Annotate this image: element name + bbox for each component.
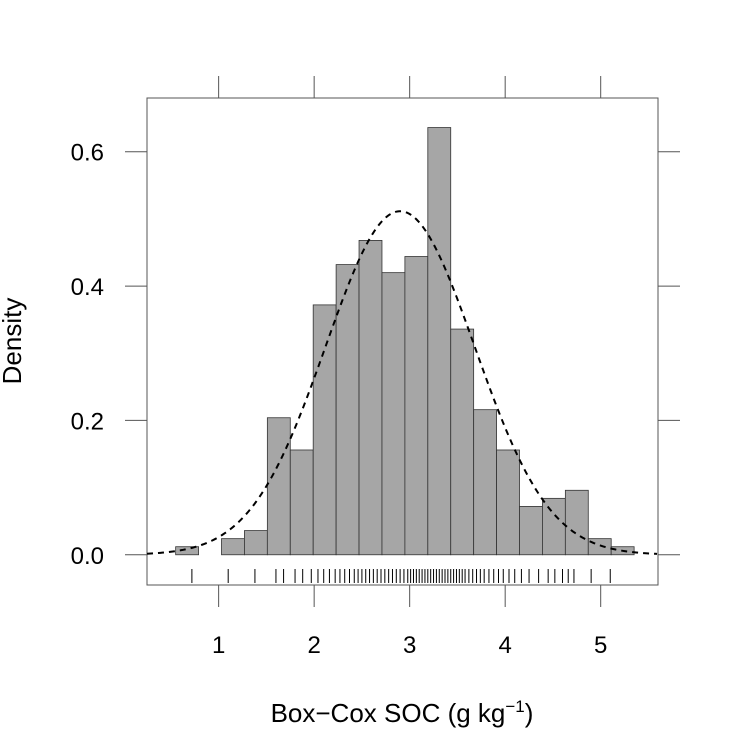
x-axis-label-main: Box−Cox SOC (g kg xyxy=(271,698,506,728)
normal-density-curve xyxy=(146,210,658,555)
histogram-bar-0 xyxy=(175,546,199,556)
rug-marks xyxy=(191,569,611,583)
histogram-bar-8 xyxy=(358,240,383,556)
x-tick-label-3: 4 xyxy=(498,632,511,659)
histogram-bar-9 xyxy=(381,272,406,556)
x-tick-label-4: 5 xyxy=(594,632,607,659)
x-tick-label-2: 3 xyxy=(403,632,416,659)
x-tick-label-1: 2 xyxy=(307,632,320,659)
histogram-bar-10 xyxy=(404,256,429,556)
histogram-bar-4 xyxy=(266,417,291,556)
plot-frame xyxy=(146,97,659,586)
x-tick-label-0: 1 xyxy=(212,632,225,659)
histogram-bars xyxy=(175,127,635,556)
histogram-bar-16 xyxy=(542,497,566,556)
x-axis-label: Box−Cox SOC (g kg−1) xyxy=(271,697,534,728)
x-axis-label-superscript: −1 xyxy=(505,697,524,716)
histogram-bar-6 xyxy=(312,304,337,556)
histogram-bar-15 xyxy=(519,506,543,556)
histogram-bar-11 xyxy=(427,127,452,556)
y-tick-label-0: 0.0 xyxy=(71,543,104,570)
histogram-bar-12 xyxy=(450,328,475,556)
histogram-bar-14 xyxy=(496,449,520,556)
histogram-bar-3 xyxy=(244,530,268,556)
x-axis-ticks: 1 2 3 4 5 xyxy=(212,76,607,659)
y-tick-label-1: 0.2 xyxy=(71,408,104,435)
histogram-bar-13 xyxy=(473,409,497,556)
histogram-bar-5 xyxy=(289,449,314,556)
y-tick-label-3: 0.6 xyxy=(71,140,104,167)
y-axis-ticks: 0.0 0.2 0.4 0.6 xyxy=(71,140,680,570)
histogram-bar-7 xyxy=(335,264,360,556)
histogram-bar-17 xyxy=(564,489,589,556)
histogram-bar-2 xyxy=(221,538,245,556)
y-axis-label: Density xyxy=(0,298,27,385)
x-axis-label-tail: ) xyxy=(525,698,534,728)
histogram-bar-18 xyxy=(587,538,612,556)
y-tick-label-2: 0.4 xyxy=(71,274,104,301)
